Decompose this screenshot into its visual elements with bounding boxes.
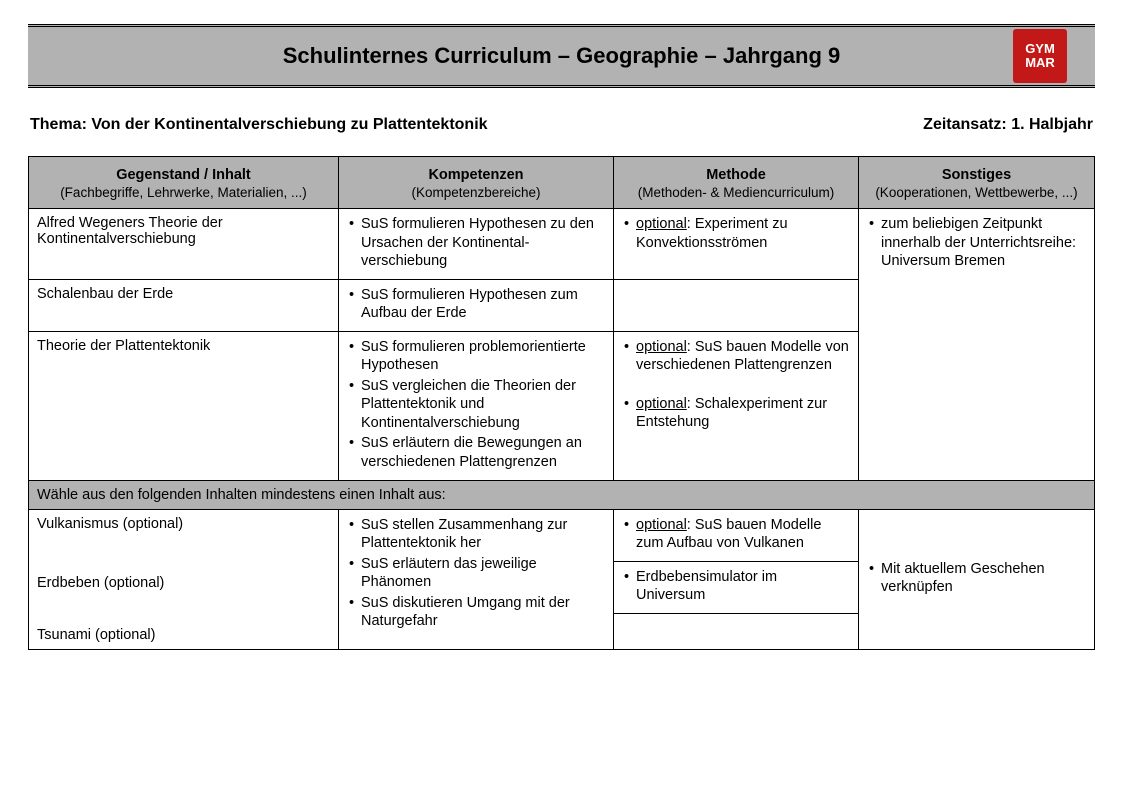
col-header-methode: Methode (Methoden- & Mediencurriculum) bbox=[614, 157, 859, 209]
thema: Thema: Von der Kontinentalverschiebung z… bbox=[30, 116, 488, 134]
meth-item: optional: Experiment zu Konvektionsström… bbox=[622, 215, 850, 252]
cell-inhalt: Alfred Wegeners Theorie der Kontinentalv… bbox=[29, 209, 339, 280]
page: Schulinternes Curriculum – Geographie – … bbox=[0, 0, 1123, 674]
meth-item: optional: SuS bauen Modelle zum Aufbau v… bbox=[622, 516, 850, 553]
cell-methode: optional: SuS bauen Modelle zum Aufbau v… bbox=[614, 509, 859, 561]
col-header-kompetenzen: Kompetenzen (Kompetenzbereiche) bbox=[339, 157, 614, 209]
title-bar: Schulinternes Curriculum – Geographie – … bbox=[28, 24, 1095, 88]
col-header-inhalt: Gegenstand / Inhalt (Fachbegriffe, Lehrw… bbox=[29, 157, 339, 209]
cell-kompetenzen: SuS formulieren Hypothesen zum Aufbau de… bbox=[339, 279, 614, 331]
logo-line2: MAR bbox=[1025, 56, 1055, 70]
col-header-text: Gegenstand / Inhalt bbox=[116, 167, 251, 183]
col-header-sub: (Fachbegriffe, Lehrwerke, Materialien, .… bbox=[35, 185, 332, 200]
meth-item: Erdbebensimulator im Universum bbox=[622, 568, 850, 605]
komp-item: SuS formulieren Hypothesen zum Aufbau de… bbox=[347, 286, 605, 323]
cell-inhalt: Vulkanismus (optional) bbox=[29, 509, 339, 561]
cell-inhalt: Theorie der Plattentektonik bbox=[29, 331, 339, 480]
cell-methode bbox=[614, 279, 859, 331]
cell-sonstiges: Mit aktuellem Geschehen verknüpfen bbox=[859, 509, 1095, 650]
sonst-item: zum beliebigen Zeitpunkt innerhalb der U… bbox=[867, 215, 1086, 271]
komp-item: SuS erläutern die Bewegungen an verschie… bbox=[347, 434, 605, 471]
col-header-text: Sonstiges bbox=[942, 167, 1011, 183]
col-header-sub: (Kompetenzbereiche) bbox=[345, 185, 607, 200]
cell-methode: optional: SuS bauen Modelle von verschie… bbox=[614, 331, 859, 480]
zeitansatz: Zeitansatz: 1. Halbjahr bbox=[923, 116, 1093, 134]
cell-methode bbox=[614, 613, 859, 650]
section-row: Wähle aus den folgenden Inhalten mindest… bbox=[29, 480, 1095, 509]
cell-inhalt: Schalenbau der Erde bbox=[29, 279, 339, 331]
cell-kompetenzen: SuS formulieren Hypothesen zu den Ursach… bbox=[339, 209, 614, 280]
cell-sonstiges: zum beliebigen Zeitpunkt innerhalb der U… bbox=[859, 209, 1095, 481]
col-header-sub: (Methoden- & Mediencurriculum) bbox=[620, 185, 852, 200]
cell-kompetenzen: SuS stellen Zusammenhang zur Plattentekt… bbox=[339, 509, 614, 650]
col-header-text: Methode bbox=[706, 167, 766, 183]
meth-item: optional: Schalexperiment zur Entstehung bbox=[622, 395, 850, 432]
optional-label: optional bbox=[636, 339, 687, 355]
table-row: Alfred Wegeners Theorie der Kontinentalv… bbox=[29, 209, 1095, 280]
komp-item: SuS diskutieren Umgang mit der Naturgefa… bbox=[347, 594, 605, 631]
optional-label: optional bbox=[636, 517, 687, 533]
zeitansatz-label: Zeitansatz: bbox=[923, 116, 1011, 133]
table-row: Vulkanismus (optional) SuS stellen Zusam… bbox=[29, 509, 1095, 561]
komp-item: SuS formulieren Hypothesen zu den Ursach… bbox=[347, 215, 605, 271]
page-title: Schulinternes Curriculum – Geographie – … bbox=[48, 43, 1075, 69]
thema-label: Thema: bbox=[30, 116, 91, 133]
komp-item: SuS stellen Zusammenhang zur Plattentekt… bbox=[347, 516, 605, 553]
optional-label: optional bbox=[636, 216, 687, 232]
cell-inhalt: Tsunami (optional) bbox=[29, 613, 339, 650]
cell-methode: Erdbebensimulator im Universum bbox=[614, 561, 859, 613]
thema-value: Von der Kontinentalverschiebung zu Platt… bbox=[91, 116, 487, 133]
cell-methode: optional: Experiment zu Konvektionsström… bbox=[614, 209, 859, 280]
logo-line1: GYM bbox=[1025, 42, 1055, 56]
col-header-sonstiges: Sonstiges (Kooperationen, Wettbewerbe, .… bbox=[859, 157, 1095, 209]
komp-item: SuS erläutern das jeweilige Phänomen bbox=[347, 555, 605, 592]
optional-label: optional bbox=[636, 396, 687, 412]
cell-kompetenzen: SuS formulieren problem­orientierte Hypo… bbox=[339, 331, 614, 480]
meta-row: Thema: Von der Kontinentalverschiebung z… bbox=[30, 116, 1093, 134]
curriculum-table: Gegenstand / Inhalt (Fachbegriffe, Lehrw… bbox=[28, 156, 1095, 650]
col-header-text: Kompetenzen bbox=[428, 167, 523, 183]
meth-item: optional: SuS bauen Modelle von verschie… bbox=[622, 338, 850, 375]
col-header-sub: (Kooperationen, Wettbewerbe, ...) bbox=[865, 185, 1088, 200]
table-header-row: Gegenstand / Inhalt (Fachbegriffe, Lehrw… bbox=[29, 157, 1095, 209]
sonst-item: Mit aktuellem Geschehen verknüpfen bbox=[867, 560, 1086, 597]
logo-icon: GYM MAR bbox=[1013, 29, 1067, 83]
section-label: Wähle aus den folgenden Inhalten mindest… bbox=[29, 480, 1095, 509]
komp-item: SuS formulieren problem­orientierte Hypo… bbox=[347, 338, 605, 375]
zeitansatz-value: 1. Halbjahr bbox=[1011, 116, 1093, 133]
komp-item: SuS vergleichen die Theorien der Platten… bbox=[347, 377, 605, 433]
cell-inhalt: Erdbeben (optional) bbox=[29, 561, 339, 613]
